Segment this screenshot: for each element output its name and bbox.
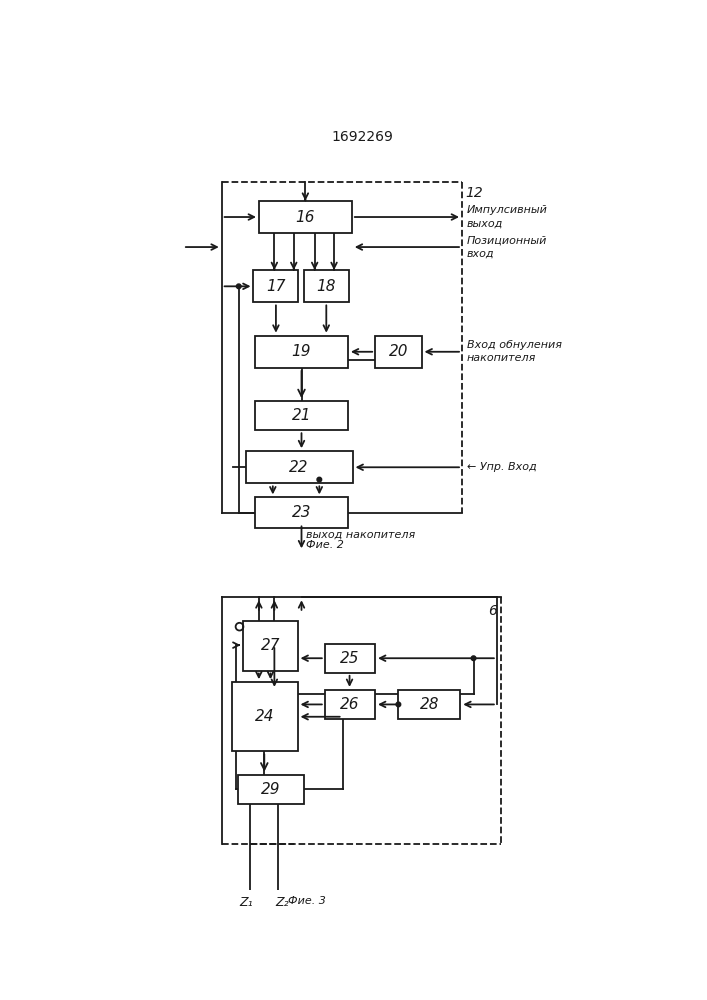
- Bar: [398, 690, 460, 719]
- Bar: [259, 201, 352, 233]
- Text: Вход обнуления: Вход обнуления: [467, 340, 561, 350]
- Text: выход: выход: [467, 219, 503, 229]
- Text: Фие. 3: Фие. 3: [288, 896, 325, 906]
- Bar: [238, 774, 304, 804]
- Circle shape: [236, 284, 241, 289]
- Bar: [253, 270, 298, 302]
- Text: 17: 17: [266, 279, 286, 294]
- Text: 21: 21: [292, 408, 311, 423]
- Text: Z₁: Z₁: [239, 896, 252, 909]
- Bar: [325, 644, 375, 673]
- Bar: [243, 620, 298, 671]
- Text: 24: 24: [255, 709, 274, 724]
- Text: 19: 19: [292, 344, 311, 359]
- Bar: [246, 451, 353, 483]
- Bar: [304, 270, 349, 302]
- Text: 20: 20: [389, 344, 408, 359]
- Text: Z₂: Z₂: [275, 896, 289, 909]
- Text: 16: 16: [296, 210, 315, 225]
- Circle shape: [317, 477, 322, 482]
- Bar: [375, 336, 421, 368]
- Text: 6: 6: [488, 604, 497, 618]
- Text: 26: 26: [340, 697, 360, 712]
- Bar: [232, 682, 298, 751]
- Text: 12: 12: [465, 186, 483, 200]
- Text: выход накопителя: выход накопителя: [306, 529, 416, 539]
- Text: 1692269: 1692269: [332, 130, 394, 144]
- Text: 25: 25: [340, 651, 360, 666]
- Text: Фие. 2: Фие. 2: [306, 540, 344, 550]
- Text: 27: 27: [261, 638, 280, 653]
- Bar: [325, 690, 375, 719]
- Text: Импулсивный: Импулсивный: [467, 205, 547, 215]
- Text: вход: вход: [467, 249, 494, 259]
- Bar: [255, 497, 348, 528]
- Bar: [255, 336, 348, 368]
- Text: накопителя: накопителя: [467, 353, 536, 363]
- Text: 29: 29: [261, 782, 281, 797]
- Text: 23: 23: [292, 505, 311, 520]
- Circle shape: [472, 656, 476, 661]
- Bar: [255, 401, 348, 430]
- Text: Позиционный: Позиционный: [467, 236, 547, 246]
- Circle shape: [396, 702, 401, 707]
- Text: 22: 22: [289, 460, 309, 475]
- Text: ← Упр. Вход: ← Упр. Вход: [467, 462, 537, 472]
- Text: 28: 28: [420, 697, 439, 712]
- Text: 18: 18: [317, 279, 336, 294]
